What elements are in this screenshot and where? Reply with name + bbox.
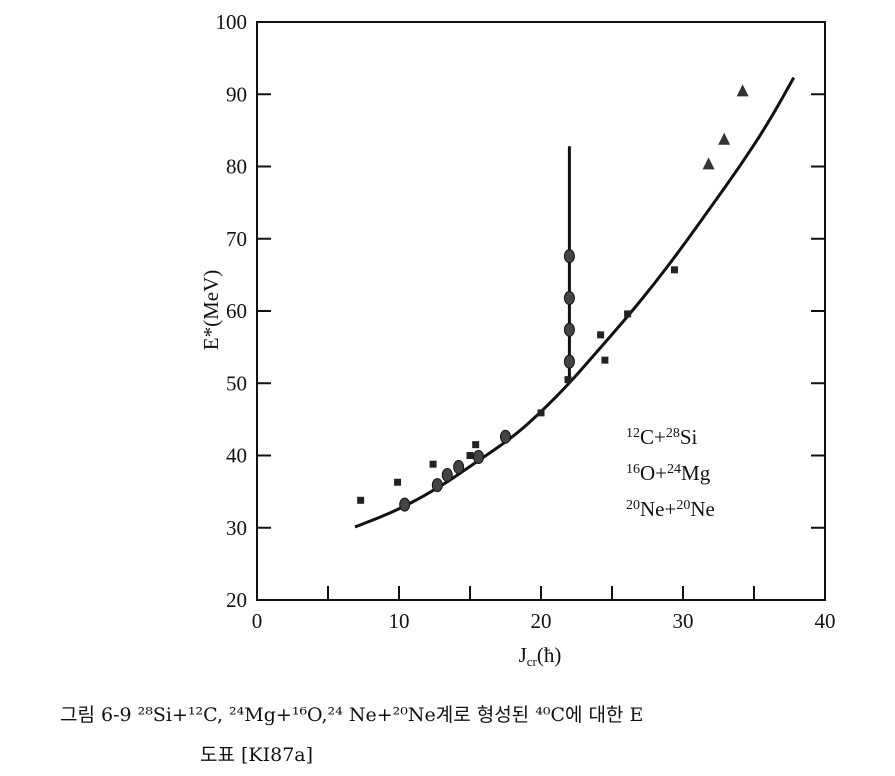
- data-point-square: [357, 496, 365, 504]
- data-point-triangle: [702, 157, 715, 170]
- plot-frame: [256, 21, 826, 601]
- legend-entry: 12C+28Si: [626, 425, 698, 449]
- figure-caption-line2: 도표 [KI87a]: [200, 744, 314, 766]
- y-tick-label: 30: [226, 516, 247, 540]
- data-point-square: [472, 441, 480, 449]
- data-point-square: [429, 460, 437, 468]
- y-tick-label: 60: [226, 299, 247, 323]
- y-tick-label: 40: [226, 444, 247, 468]
- data-point-triangle: [718, 132, 731, 145]
- y-tick-label: 50: [226, 371, 247, 395]
- legend-entry: 20Ne+20Ne: [626, 497, 715, 521]
- figure-caption-line1: 그림 6-9 ²⁸Si+¹²C, ²⁴Mg+¹⁶O,²⁴ Ne+²⁰Ne계로 형…: [60, 704, 644, 726]
- data-point-square: [624, 310, 632, 318]
- data-point-triangle: [736, 84, 749, 97]
- data-point-circle: [399, 497, 411, 512]
- data-point-square: [597, 331, 605, 339]
- x-axis-label: Jcr(ħ): [519, 643, 562, 669]
- x-tick-label: 30: [673, 609, 694, 633]
- y-tick-label: 80: [226, 155, 247, 179]
- legend-entry: 16O+24Mg: [626, 461, 711, 485]
- data-point-circle: [473, 449, 485, 464]
- x-tick-label: 10: [389, 609, 410, 633]
- data-point-square: [670, 266, 678, 274]
- data-point-circle: [500, 429, 511, 444]
- data-point-circle: [563, 290, 575, 305]
- data-point-square: [537, 409, 545, 417]
- data-point-square: [601, 356, 609, 364]
- data-point-circle: [453, 460, 465, 475]
- x-tick-label: 40: [815, 609, 836, 633]
- y-tick-label: 90: [226, 82, 247, 106]
- data-point-square: [564, 376, 572, 384]
- y-axis-label: E*(MeV): [199, 270, 223, 350]
- x-tick-label: 0: [252, 609, 263, 633]
- data-point-square: [466, 452, 474, 459]
- data-point-circle: [563, 354, 575, 369]
- y-tick-label: 70: [226, 227, 247, 251]
- y-tick-label: 20: [226, 588, 247, 612]
- x-tick-label: 20: [531, 609, 552, 633]
- chart: 0 10 20 30 40 20 30 40 50 60 70 80 90 100 E*(MeV) Jcr…: [199, 10, 836, 669]
- fit-curve: [354, 76, 796, 529]
- y-tick-label: 100: [216, 10, 248, 34]
- data-point-circle: [563, 322, 575, 337]
- data-point-circle: [563, 249, 575, 264]
- data-point-circle: [441, 468, 453, 483]
- data-point-square: [394, 478, 402, 486]
- data-point-circle: [431, 478, 443, 493]
